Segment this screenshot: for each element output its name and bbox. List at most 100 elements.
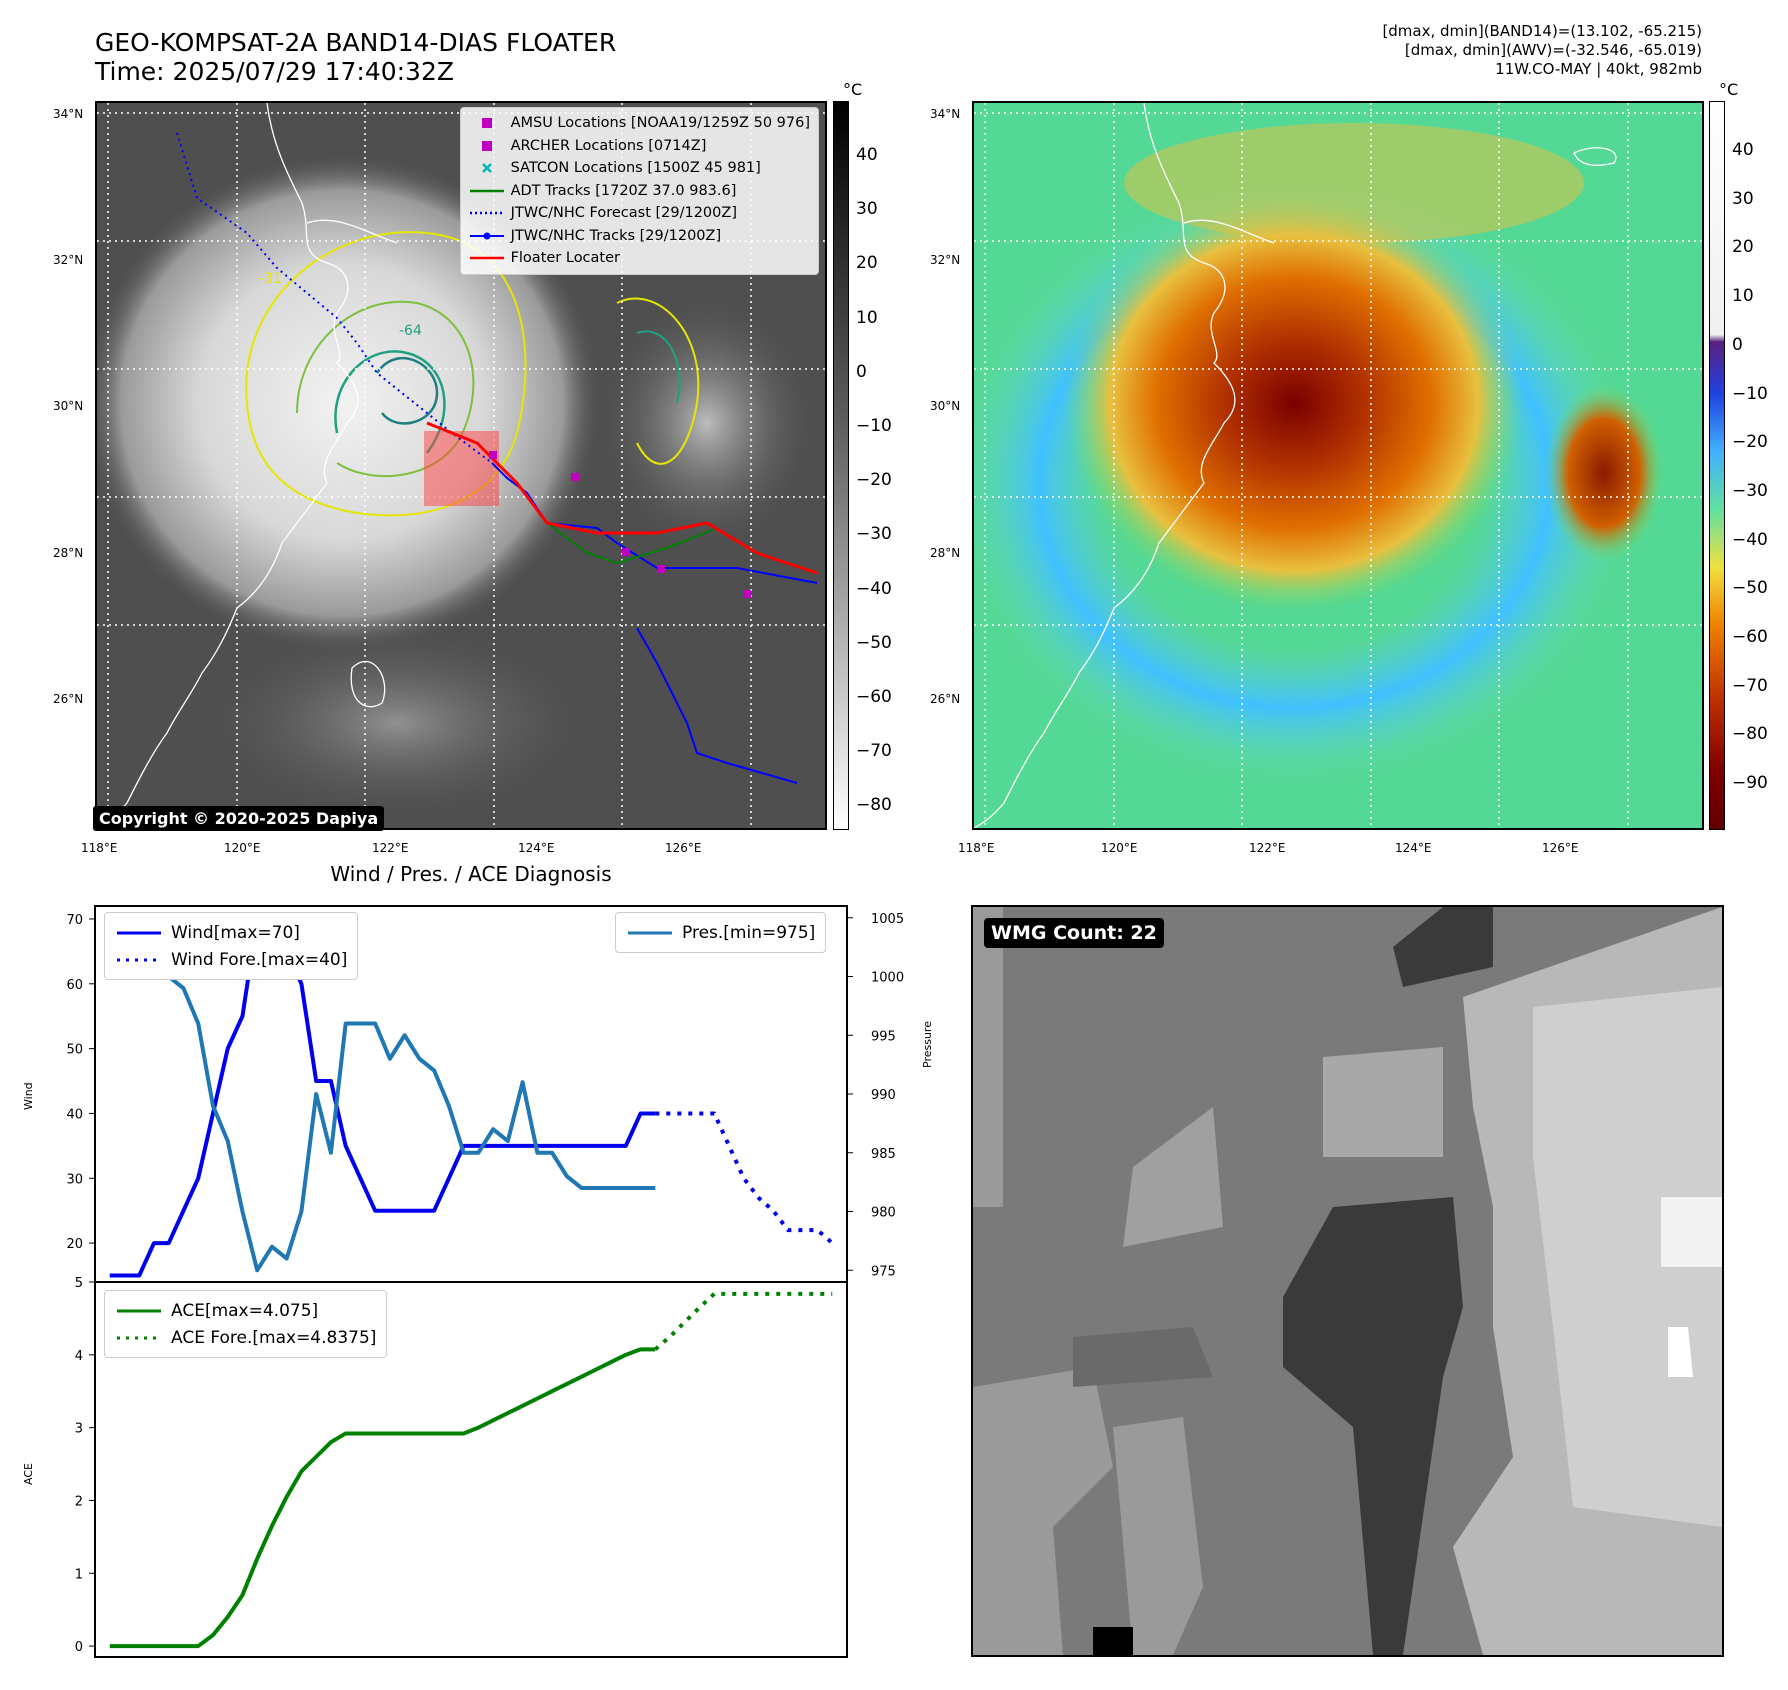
colorbar-tick-label: 30 (856, 199, 878, 220)
legend-label: JTWC/NHC Forecast [29/1200Z] (510, 205, 737, 222)
colorbar-tick-label: −70 (1732, 675, 1768, 696)
stats-info: [dmax, dmin](BAND14)=(13.102, -65.215) [… (1382, 22, 1702, 79)
legend-label: ARCHER Locations [0714Z] (510, 137, 707, 154)
latitude-label: 28°N (53, 546, 84, 560)
pressure-tick-label: 1005 (871, 912, 904, 927)
contour-label: -64 (399, 323, 422, 339)
map-title: GEO-KOMPSAT-2A BAND14-DIAS FLOATER Time:… (95, 28, 616, 86)
legend-label: ADT Tracks [1720Z 37.0 983.6] (510, 182, 737, 199)
floater-box (424, 431, 499, 506)
pressure-tick-label: 975 (871, 1264, 896, 1279)
wind-tick-label: 30 (66, 1172, 83, 1187)
longitude-label: 122°E (1249, 841, 1286, 855)
awv-colorbar-unit: °C (1719, 80, 1739, 99)
cloud-mass (97, 153, 602, 653)
map-legend-item: ARCHER Locations [0714Z] (469, 135, 810, 158)
colorbar-tick-label: −80 (856, 795, 892, 816)
ir-colorbar-unit: °C (843, 80, 863, 99)
longitude-label: 126°E (665, 841, 702, 855)
legend-pressure: Pres.[min=975] (628, 922, 816, 943)
colorbar-tick-label: 40 (1732, 140, 1754, 160)
map-legend-item: AMSU Locations [NOAA19/1259Z 50 976] (469, 112, 810, 135)
latitude-label: 34°N (930, 107, 961, 121)
map-legend: AMSU Locations [NOAA19/1259Z 50 976] ARCH… (459, 107, 819, 275)
wind-tick-label: 40 (66, 1107, 83, 1122)
legend-label: AMSU Locations [NOAA19/1259Z 50 976] (510, 115, 810, 132)
info-line-3: 11W.CO-MAY | 40kt, 982mb (1495, 60, 1702, 78)
map-legend-item: SATCON Locations [1500Z 45 981] (469, 157, 810, 180)
ace-tick-label: 5 (75, 1276, 83, 1291)
title-line-2: Time: 2025/07/29 17:40:32Z (95, 57, 454, 86)
awv-colorbar (1709, 101, 1725, 830)
ace-tick-label: 4 (75, 1349, 83, 1364)
pressure-tick-label: 1000 (871, 971, 904, 986)
legend-symbol-icon (469, 187, 505, 195)
map-legend-item: JTWC/NHC Tracks [29/1200Z] (469, 225, 810, 248)
diagnosis-title: Wind / Pres. / ACE Diagnosis (330, 862, 612, 886)
latitude-label: 32°N (53, 253, 84, 267)
legend-wind: Wind[max=70] (117, 922, 300, 943)
colorbar-tick-label: 20 (856, 253, 878, 274)
series-line-0 (109, 916, 656, 1278)
latitude-label: 30°N (53, 399, 84, 413)
longitude-label: 124°E (518, 841, 555, 855)
latitude-label: 28°N (930, 546, 961, 560)
latitude-label: 34°N (53, 107, 84, 121)
colorbar-tick-label: 40 (856, 145, 878, 165)
latitude-label: 30°N (930, 399, 961, 413)
colorbar-tick-label: −90 (1732, 773, 1768, 794)
contour-label: -31 (259, 271, 282, 287)
map-legend-item: JTWC/NHC Forecast [29/1200Z] (469, 202, 810, 225)
ir-colorbar (833, 101, 849, 830)
wind-tick-label: 20 (66, 1237, 83, 1252)
ace-series-line-0 (109, 1347, 656, 1649)
colorbar-tick-label: −10 (1732, 383, 1768, 404)
ace-tick-label: 0 (75, 1640, 83, 1655)
pressure-tick-label: 985 (871, 1147, 896, 1162)
colorbar-tick-label: 10 (856, 307, 878, 328)
pressure-legend: Pres.[min=975] (615, 912, 827, 953)
ace-tick-label: 2 (75, 1494, 83, 1509)
storm-core (1064, 193, 1524, 613)
longitude-label: 118°E (958, 841, 995, 855)
copyright-label: Copyright © 2020-2025 Dapiya (93, 806, 385, 831)
legend-symbol-icon (469, 254, 505, 262)
wind-tick-label: 60 (66, 978, 83, 993)
wind-tick-label: 50 (66, 1043, 83, 1058)
legend-symbol-icon (469, 231, 505, 241)
colorbar-tick-label: −80 (1732, 724, 1768, 745)
pressure-tick-label: 995 (871, 1029, 896, 1044)
colorbar-tick-label: 0 (856, 361, 867, 382)
series-line-2 (109, 915, 656, 1273)
legend-symbol-icon (469, 162, 505, 174)
legend-wind-forecast: Wind Fore.[max=40] (117, 949, 348, 970)
longitude-label: 124°E (1395, 841, 1432, 855)
legend-label: Floater Locater (510, 250, 620, 267)
colorbar-tick-label: −30 (856, 524, 892, 545)
longitude-label: 120°E (1101, 841, 1138, 855)
ace-frame (94, 1281, 848, 1658)
legend-symbol-icon (469, 140, 505, 152)
colorbar-tick-label: −40 (856, 578, 892, 599)
colorbar-tick-label: −70 (856, 741, 892, 762)
colorbar-tick-label: −50 (1732, 578, 1768, 599)
longitude-label: 118°E (81, 841, 118, 855)
colorbar-tick-label: −60 (856, 687, 892, 707)
pressure-tick-label: 980 (871, 1206, 896, 1221)
latitude-label: 26°N (53, 692, 84, 706)
wind-legend: Wind[max=70] Wind Fore.[max=40] (104, 912, 359, 980)
colorbar-tick-label: −30 (1732, 480, 1768, 501)
map-legend-item: Floater Locater (469, 247, 810, 270)
legend-ace-forecast: ACE Fore.[max=4.8375] (117, 1327, 377, 1348)
title-line-1: GEO-KOMPSAT-2A BAND14-DIAS FLOATER (95, 28, 617, 57)
awv-map-image (974, 103, 1702, 828)
legend-symbol-icon (469, 117, 505, 129)
longitude-label: 120°E (224, 841, 261, 855)
pressure-tick-label: 990 (871, 1088, 896, 1103)
colorbar-tick-label: −10 (856, 416, 892, 436)
wmg-count-badge: WMG Count: 22 (984, 918, 1164, 948)
legend-label: SATCON Locations [1500Z 45 981] (510, 160, 761, 177)
legend-symbol-icon (469, 209, 505, 217)
colorbar-tick-label: −20 (1732, 432, 1768, 453)
